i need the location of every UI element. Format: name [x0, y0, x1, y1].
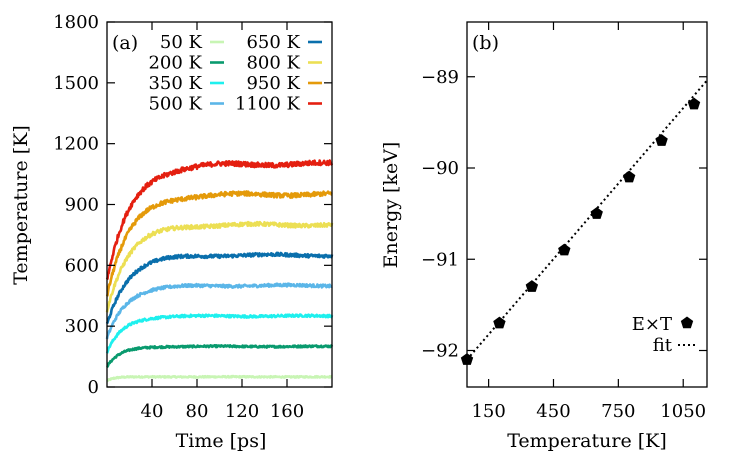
legend-label-650-k: 650 K	[246, 32, 300, 53]
legend-label-200-k: 200 K	[148, 53, 202, 74]
legend-label-350-k: 350 K	[148, 73, 202, 94]
x-tick-label: 150	[471, 401, 505, 422]
data-point	[590, 207, 603, 219]
series-line-500-k	[105, 282, 333, 340]
series-line-650-k	[105, 251, 334, 325]
series-line-200-k	[106, 344, 334, 368]
panel-a-xlabel: Time [ps]	[176, 430, 267, 452]
x-tick-label: 1050	[660, 401, 706, 422]
legend-marker-ext	[680, 316, 694, 329]
panel-a: 0 300 600 900 1200 1500 1800 40 80 120 160 (a) Tim…	[10, 12, 334, 452]
fit-line	[466, 79, 708, 361]
series-line-1100-k	[105, 159, 334, 281]
legend-label-ext: E×T	[632, 314, 672, 335]
y-tick-label: −89	[421, 67, 459, 88]
series-line-800-k	[105, 220, 334, 313]
y-tick-label: −90	[421, 158, 459, 179]
y-tick-label: −91	[421, 249, 459, 270]
legend-label-1100-k: 1100 K	[235, 94, 301, 115]
panel-b-ticks: −92 −91 −90 −89 150 450 750 1050	[421, 22, 707, 422]
panel-b-label: (b)	[472, 32, 499, 54]
legend-label-50-k: 50 K	[160, 32, 203, 53]
data-point	[558, 243, 571, 256]
data-point	[687, 97, 701, 110]
panel-a-series-group	[105, 159, 334, 383]
panel-b-ylabel: Energy [keV]	[380, 142, 402, 269]
data-point	[525, 280, 539, 292]
series-line-350-k	[105, 313, 334, 354]
x-tick-label: 120	[225, 401, 259, 422]
panel-a-label: (a)	[112, 32, 138, 54]
series-line-950-k	[105, 190, 333, 297]
x-tick-label: 80	[186, 401, 209, 422]
data-point	[493, 316, 506, 329]
legend-label-800-k: 800 K	[246, 53, 300, 74]
y-tick-label: 300	[65, 316, 99, 337]
panel-a-ylabel: Temperature [K]	[10, 125, 32, 285]
panel-a-ticks: 0 300 600 900 1200 1500 1800 40 80 120 160	[53, 12, 332, 422]
panel-b-series-group	[460, 79, 708, 365]
y-tick-label: 1200	[53, 134, 99, 155]
data-point	[655, 134, 668, 146]
y-tick-label: 1800	[53, 12, 99, 33]
legend-label-500-k: 500 K	[148, 94, 202, 115]
legend-label-fit: fit	[653, 335, 673, 356]
x-tick-label: 750	[601, 401, 635, 422]
y-tick-label: −92	[421, 341, 459, 362]
y-tick-label: 1500	[53, 73, 99, 94]
x-tick-label: 450	[536, 401, 570, 422]
y-tick-label: 900	[65, 195, 99, 216]
panel-b-xlabel: Temperature [K]	[507, 430, 667, 452]
panel-b: −92 −91 −90 −89 150 450 750 1050 (b) Temperatur…	[380, 21, 708, 452]
y-tick-label: 600	[65, 255, 99, 276]
y-tick-label: 0	[88, 377, 99, 398]
data-point	[622, 170, 636, 183]
series-line-50-k	[106, 374, 333, 383]
x-tick-label: 40	[141, 401, 164, 422]
legend-label-950-k: 950 K	[246, 73, 300, 94]
panel-b-frame	[466, 21, 708, 388]
x-tick-label: 160	[270, 401, 304, 422]
